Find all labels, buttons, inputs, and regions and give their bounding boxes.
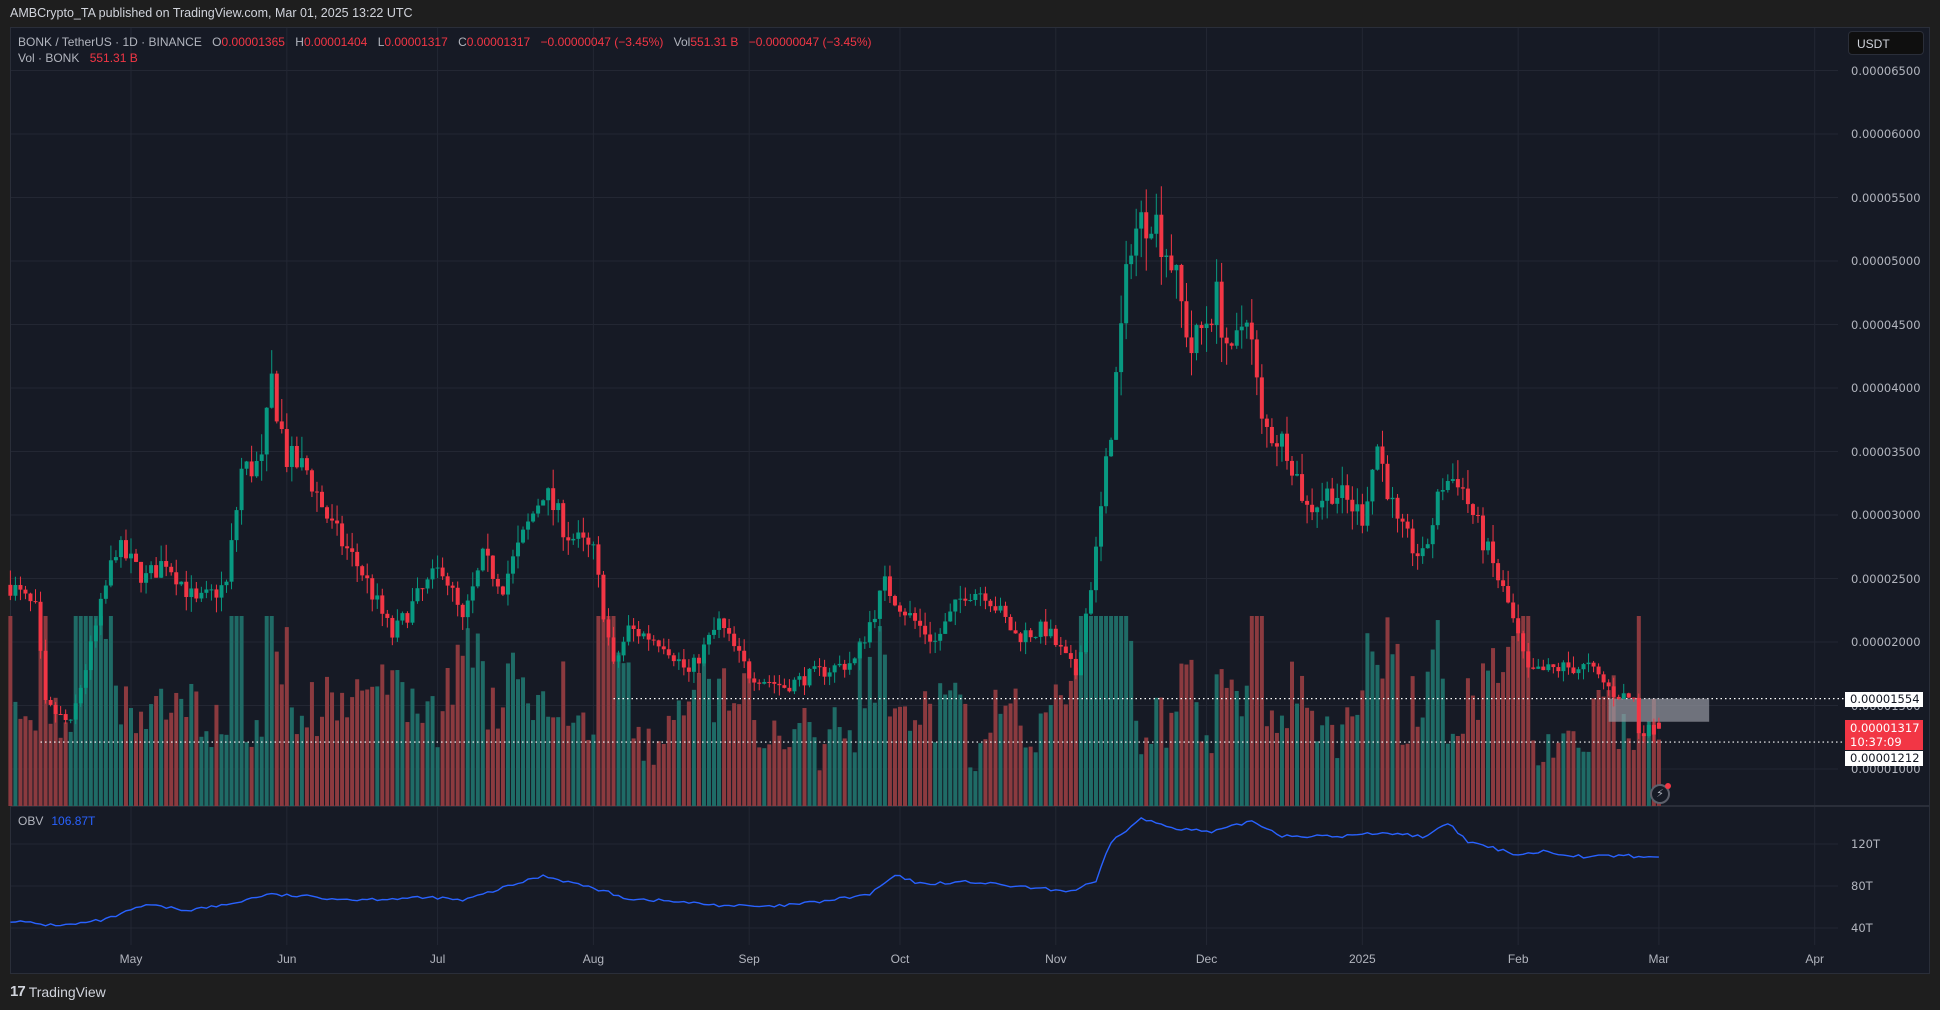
time-axis-label: Jul (429, 952, 446, 966)
notification-dot (1665, 783, 1671, 789)
last-price-tag: 0.00001317 10:37:09 (1845, 720, 1923, 750)
ohlc-legend-row: BONK / TetherUS · 1D · BINANCE O0.000013… (18, 35, 872, 49)
last-price-value: 0.00001317 (1850, 721, 1920, 735)
price-axis-label: 0.00005000 (1851, 254, 1921, 268)
price-axis-label: 0.00003000 (1851, 508, 1921, 522)
price-axis-label: 0.00004500 (1851, 317, 1921, 332)
price-axis-label: 0.00002500 (1851, 571, 1921, 586)
change-value: −0.00000047 (−3.45%) (540, 35, 664, 49)
price-axis-label: 0.00006500 (1851, 63, 1921, 78)
tradingview-logo[interactable]: 17 TradingView (10, 983, 106, 1000)
obv-legend: OBV 106.87T (18, 814, 95, 828)
time-axis-label: 2025 (1349, 952, 1376, 966)
obv-axis-label: 80T (1851, 879, 1873, 893)
time-axis-label: Sep (738, 952, 760, 966)
obv-value: 106.87T (51, 814, 96, 828)
time-axis-label: Apr (1805, 952, 1825, 966)
price-axis-label: 0.00004000 (1851, 381, 1921, 395)
currency-button[interactable]: USDT (1848, 31, 1924, 55)
resistance-price-tag: 0.00001554 (1845, 692, 1923, 707)
volume-legend-row: Vol · BONK 551.31 B (18, 50, 872, 66)
chart-frame (10, 27, 1930, 974)
bar-countdown: 10:37:09 (1850, 735, 1902, 749)
time-axis-label: Dec (1195, 952, 1218, 966)
symbol-label[interactable]: BONK / TetherUS · 1D · BINANCE (18, 35, 202, 49)
tradingview-mark-icon: 17 (10, 983, 26, 1000)
high-value: 0.00001404 (303, 35, 368, 49)
time-axis-label: Feb (1507, 952, 1529, 966)
time-axis-label: Mar (1648, 952, 1670, 966)
obv-label[interactable]: OBV (18, 814, 44, 828)
obv-axis-label: 120T (1851, 837, 1880, 851)
low-value: 0.00001317 (384, 35, 448, 49)
price-axis-label: 0.00006000 (1851, 127, 1921, 141)
chart-legend: BONK / TetherUS · 1D · BINANCE O0.000013… (18, 34, 872, 66)
time-axis-label: May (119, 952, 143, 966)
obv-axis-label: 40T (1851, 921, 1873, 935)
open-value: 0.00001365 (221, 35, 285, 49)
time-axis-label: Aug (582, 952, 605, 966)
volume-indicator-value: 551.31 B (89, 51, 138, 65)
close-value: 0.00001317 (466, 35, 531, 49)
volume-change-value: −0.00000047 (−3.45%) (748, 35, 872, 49)
tradingview-logo-text: TradingView (28, 983, 106, 1000)
price-axis-label: 0.00003500 (1851, 444, 1921, 459)
time-axis-label: Oct (890, 952, 910, 966)
publisher-caption: AMBCrypto_TA published on TradingView.co… (10, 6, 413, 20)
volume-value: 551.31 B (690, 35, 739, 49)
time-axis-label: Jun (277, 952, 297, 966)
lightning-icon[interactable]: ⚡ (1650, 783, 1671, 804)
price-axis-label: 0.00005500 (1851, 190, 1921, 205)
price-axis-label: 0.00002000 (1851, 635, 1921, 649)
volume-indicator-label[interactable]: Vol · BONK (18, 51, 80, 65)
support-price-tag: 0.00001212 (1845, 751, 1923, 766)
time-axis-label: Nov (1045, 952, 1067, 966)
